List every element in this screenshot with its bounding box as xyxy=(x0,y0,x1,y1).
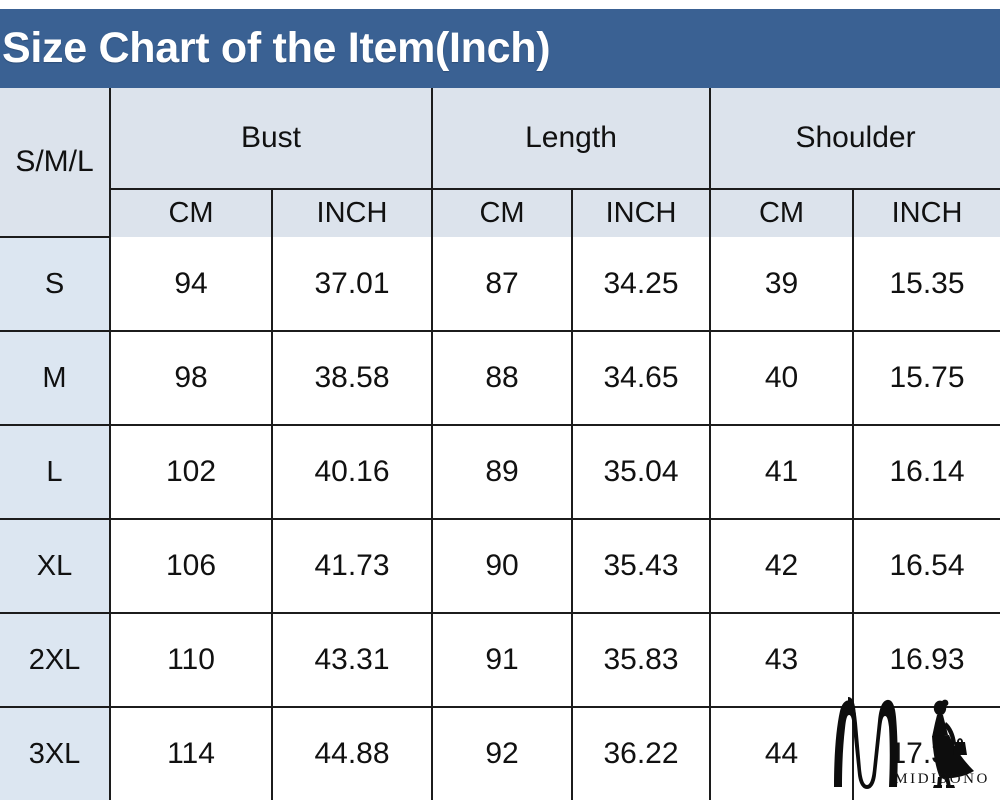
shoulder-cm-value: 40 xyxy=(709,330,855,426)
column-group-bust: Bust xyxy=(109,88,433,190)
table-row: L 102 40.16 89 35.04 41 16.14 xyxy=(0,424,1000,520)
column-group-length: Length xyxy=(430,88,712,190)
length-inch-value: 36.22 xyxy=(570,706,712,800)
bust-cm-value: 94 xyxy=(109,237,273,332)
table-row: S 94 37.01 87 34.25 39 15.35 xyxy=(0,237,1000,332)
bust-inch-value: 40.16 xyxy=(271,424,433,520)
unit-header-length-cm: CM xyxy=(431,188,573,237)
length-inch-value: 35.04 xyxy=(570,424,712,520)
bust-cm-value: 98 xyxy=(109,330,273,426)
title-bar: Size Chart of the Item(Inch) xyxy=(0,9,1000,88)
table-row: 3XL 114 44.88 92 36.22 44 17.32 xyxy=(0,706,1000,800)
length-cm-value: 88 xyxy=(431,330,573,426)
size-label: XL xyxy=(0,518,111,614)
length-inch-value: 35.83 xyxy=(570,612,712,708)
unit-header-length-inch: INCH xyxy=(570,188,712,237)
shoulder-inch-value: 16.14 xyxy=(852,424,1000,520)
size-label: S xyxy=(0,237,111,332)
bust-inch-value: 43.31 xyxy=(271,612,433,708)
shoulder-cm-value: 43 xyxy=(709,612,855,708)
column-group-shoulder: Shoulder xyxy=(709,88,1000,190)
shoulder-inch-value: 15.75 xyxy=(852,330,1000,426)
unit-header-shoulder-inch: INCH xyxy=(852,188,1000,237)
shoulder-inch-value: 15.35 xyxy=(852,237,1000,332)
shoulder-inch-value: 17.32 xyxy=(852,706,1000,800)
bust-inch-value: 37.01 xyxy=(271,237,433,332)
length-cm-value: 90 xyxy=(431,518,573,614)
table-header-units-row: CM INCH CM INCH CM INCH xyxy=(0,188,1000,237)
unit-header-bust-inch: INCH xyxy=(271,188,433,237)
bust-cm-value: 106 xyxy=(109,518,273,614)
length-inch-value: 34.65 xyxy=(570,330,712,426)
bust-cm-value: 114 xyxy=(109,706,273,800)
size-label: 3XL xyxy=(0,706,111,800)
unit-header-bust-cm: CM xyxy=(110,188,273,237)
table-row: XL 106 41.73 90 35.43 42 16.54 xyxy=(0,518,1000,614)
bust-cm-value: 110 xyxy=(109,612,273,708)
size-chart-table: S/M/L Bust Length Shoulder CM INCH CM IN… xyxy=(0,88,1000,800)
table-row: M 98 38.58 88 34.65 40 15.75 xyxy=(0,330,1000,426)
shoulder-cm-value: 41 xyxy=(709,424,855,520)
table-row: 2XL 110 43.31 91 35.83 43 16.93 xyxy=(0,612,1000,708)
length-cm-value: 87 xyxy=(431,237,573,332)
bust-inch-value: 38.58 xyxy=(271,330,433,426)
table-head: S/M/L Bust Length Shoulder CM INCH CM IN… xyxy=(0,88,1000,238)
length-cm-value: 89 xyxy=(431,424,573,520)
shoulder-cm-value: 44 xyxy=(709,706,855,800)
bust-inch-value: 44.88 xyxy=(271,706,433,800)
length-cm-value: 91 xyxy=(431,612,573,708)
length-cm-value: 92 xyxy=(431,706,573,800)
table-header-group-row: S/M/L Bust Length Shoulder xyxy=(0,88,1000,238)
table-body: S 94 37.01 87 34.25 39 15.35 M 98 38.58 … xyxy=(0,237,1000,800)
size-label: 2XL xyxy=(0,612,111,708)
shoulder-inch-value: 16.93 xyxy=(852,612,1000,708)
length-inch-value: 34.25 xyxy=(570,237,712,332)
size-label: M xyxy=(0,330,111,426)
shoulder-inch-value: 16.54 xyxy=(852,518,1000,614)
unit-header-shoulder-cm: CM xyxy=(709,188,855,237)
shoulder-cm-value: 42 xyxy=(709,518,855,614)
bust-inch-value: 41.73 xyxy=(271,518,433,614)
shoulder-cm-value: 39 xyxy=(709,237,855,332)
size-label: L xyxy=(0,424,111,520)
size-column-header: S/M/L xyxy=(0,88,111,238)
length-inch-value: 35.43 xyxy=(570,518,712,614)
bust-cm-value: 102 xyxy=(109,424,273,520)
page-title: Size Chart of the Item(Inch) xyxy=(2,24,551,72)
